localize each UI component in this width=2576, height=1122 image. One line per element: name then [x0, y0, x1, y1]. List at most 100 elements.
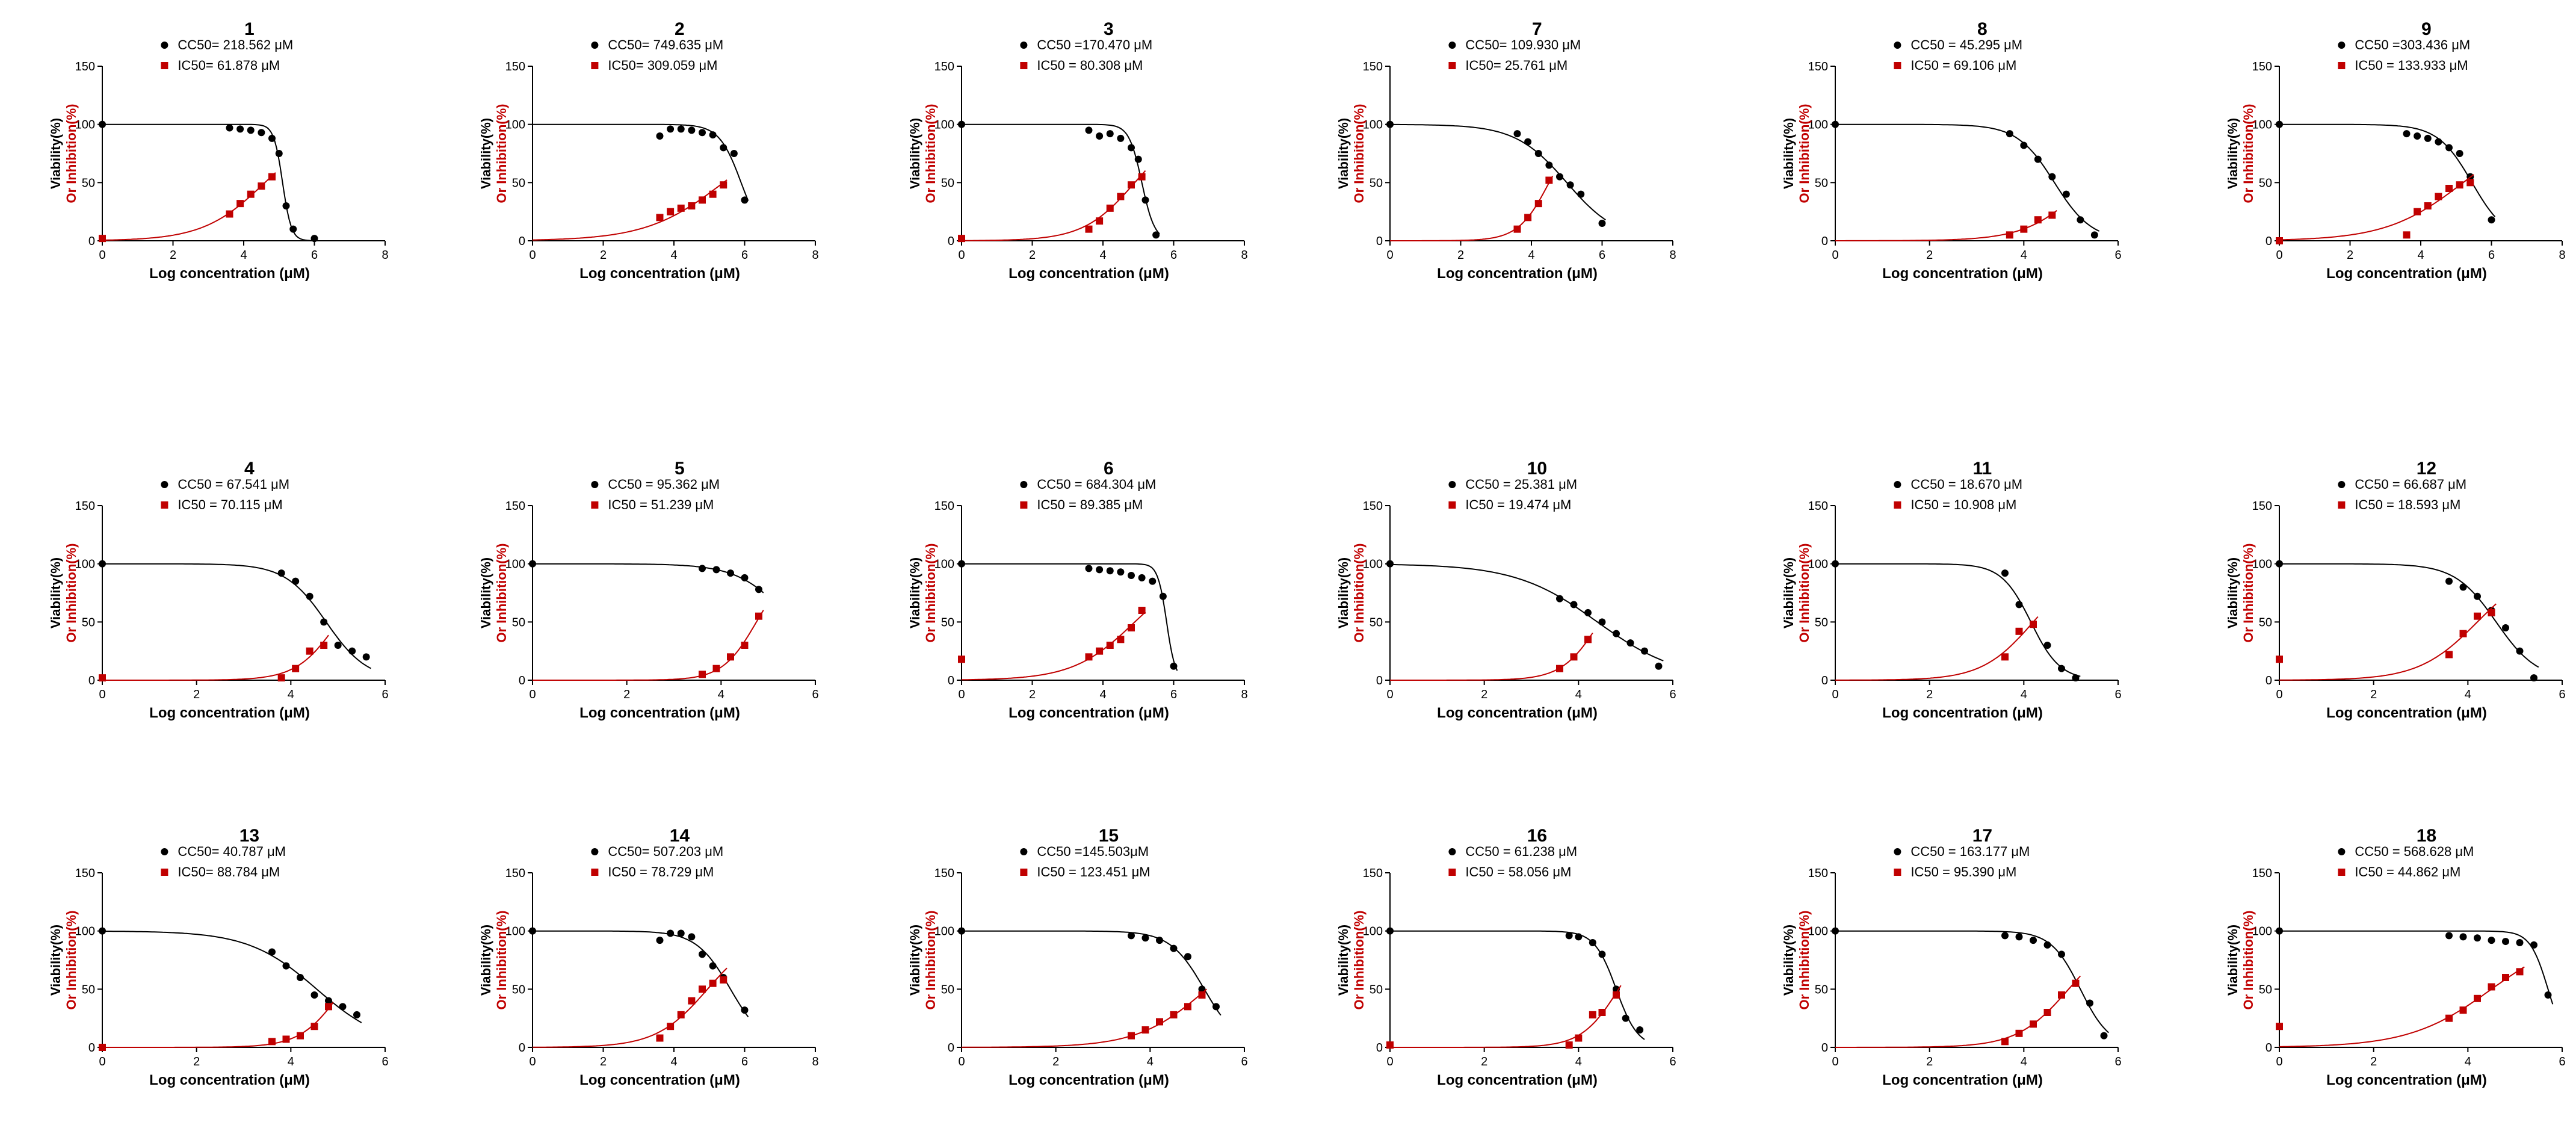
x-axis-label: Log concentration (μM)	[579, 1072, 740, 1088]
y-tick-label: 50	[1370, 983, 1383, 996]
legend-cc50-marker	[2338, 42, 2346, 49]
y-tick-label: 100	[934, 119, 954, 132]
y-tick-label: 100	[934, 925, 954, 938]
cc50-data-point	[2034, 155, 2042, 163]
cc50-data-point	[2048, 173, 2056, 181]
x-tick-label: 2	[2370, 1055, 2377, 1068]
ic50-data-point	[2445, 185, 2453, 192]
x-axis-label: Log concentration (μM)	[2326, 1072, 2487, 1088]
ic50-data-point	[2020, 225, 2028, 233]
ic50-data-point	[99, 235, 106, 243]
cc50-fit-curve	[1835, 930, 2109, 1034]
ic50-data-point	[1198, 991, 1206, 999]
legend-ic50-label: IC50= 25.761 μM	[1465, 58, 1568, 73]
ic50-data-point	[1156, 1018, 1163, 1026]
y-tick-label: 100	[505, 558, 525, 571]
legend-cc50-marker	[591, 42, 599, 49]
y-tick-label: 100	[934, 558, 954, 571]
cc50-data-point	[1138, 574, 1146, 581]
ic50-data-point	[2006, 231, 2013, 239]
x-tick-label: 4	[1575, 688, 1582, 701]
cc50-data-point	[275, 150, 283, 157]
chart-title: 6	[1104, 459, 1114, 479]
ic50-data-point	[1128, 1032, 1135, 1040]
ic50-data-point	[1575, 1034, 1583, 1042]
cc50-data-point	[1106, 567, 1114, 575]
cc50-data-point	[2062, 190, 2070, 198]
cc50-data-point	[310, 235, 318, 243]
ic50-data-point	[2276, 1023, 2283, 1031]
ic50-data-point	[1184, 1003, 1191, 1011]
ic50-data-point	[236, 200, 244, 208]
legend-cc50-label: CC50 = 25.381 μM	[1465, 477, 1577, 492]
y-axis-label-viability: Viability(%)	[2225, 118, 2240, 189]
y-tick-label: 50	[82, 983, 95, 996]
legend-ic50-marker	[591, 869, 599, 876]
cc50-fit-curve	[2279, 563, 2539, 668]
y-axis-label-inhibition: Or Inhibition(%)	[2241, 104, 2256, 203]
cc50-data-point	[720, 144, 727, 152]
cc50-data-point	[2058, 665, 2065, 672]
cc50-data-point	[2015, 601, 2023, 609]
cc50-fit-curve	[102, 563, 371, 669]
y-tick-label: 0	[948, 235, 954, 248]
ic50-data-point	[1117, 193, 1125, 200]
ic50-data-point	[2435, 193, 2442, 200]
y-tick-label: 150	[505, 867, 525, 880]
x-tick-label: 0	[1832, 249, 1838, 262]
x-tick-label: 6	[1170, 249, 1177, 262]
cc50-data-point	[2072, 674, 2080, 682]
ic50-data-point	[2488, 983, 2495, 991]
y-tick-label: 150	[934, 500, 954, 513]
legend-cc50-label: CC50 = 684.304 μM	[1037, 477, 1156, 492]
x-tick-label: 4	[670, 249, 677, 262]
ic50-data-point	[720, 181, 727, 189]
cc50-data-point	[1524, 138, 1532, 146]
y-tick-label: 0	[2266, 235, 2272, 248]
ic50-data-point	[1096, 217, 1104, 225]
chart-panel-5: 5 0 50 100 150 0 2 4 6 Log concentration (μM) Viab…	[436, 451, 821, 740]
x-tick-label: 0	[99, 688, 105, 701]
ic50-data-point	[2276, 656, 2283, 663]
ic50-data-point	[1589, 1011, 1596, 1018]
legend-cc50-marker	[1448, 848, 1456, 855]
y-axis-label-inhibition: Or Inhibition(%)	[494, 104, 509, 203]
y-axis-label-viability: Viability(%)	[907, 557, 922, 628]
cc50-data-point	[236, 125, 244, 133]
cc50-data-point	[1565, 932, 1573, 940]
y-tick-label: 0	[2266, 674, 2272, 687]
x-axis-label: Log concentration (μM)	[1437, 705, 1598, 721]
ic50-data-point	[2474, 612, 2481, 620]
cc50-data-point	[2530, 941, 2537, 949]
y-axis-label-viability: Viability(%)	[1781, 925, 1796, 996]
chart-panel-12: 12 0 50 100 150 0 2 4 6 Log concentration (μM) Via…	[2183, 451, 2568, 740]
ic50-fit-curve	[1835, 616, 2039, 681]
cc50-data-point	[1570, 601, 1578, 609]
ic50-fit-curve	[1390, 632, 1593, 681]
y-tick-label: 0	[519, 1041, 525, 1055]
x-tick-label: 4	[2465, 1055, 2471, 1068]
cc50-data-point	[1386, 120, 1394, 128]
cc50-data-point	[1545, 161, 1553, 169]
cc50-data-point	[1386, 560, 1394, 568]
x-axis-label: Log concentration (μM)	[1882, 705, 2043, 721]
ic50-data-point	[727, 653, 734, 661]
ic50-fit-curve	[532, 179, 727, 241]
legend-cc50-marker	[1020, 848, 1028, 855]
cc50-fit-curve	[962, 930, 1222, 1016]
y-axis-label-viability: Viability(%)	[478, 925, 493, 996]
y-tick-label: 150	[934, 867, 954, 880]
chart-title: 12	[2417, 459, 2436, 479]
cc50-data-point	[2516, 647, 2524, 655]
x-tick-label: 2	[1457, 249, 1464, 262]
legend-cc50-label: CC50 = 45.295 μM	[1910, 37, 2022, 52]
y-axis-label-inhibition: Or Inhibition(%)	[1797, 544, 1812, 643]
y-tick-label: 100	[75, 558, 95, 571]
x-tick-label: 2	[1481, 1055, 1487, 1068]
cc50-data-point	[1159, 592, 1167, 600]
chart-panel-11: 11 0 50 100 150 0 2 4 6 Log concentration (μM) Via…	[1739, 451, 2124, 740]
chart-svg: 16 0 50 100 150 0 2 4 6 Log concentration (μM) Via…	[1336, 826, 1676, 1088]
ic50-data-point	[2015, 1029, 2023, 1037]
ic50-data-point	[656, 1034, 664, 1042]
cc50-fit-curve	[102, 931, 362, 1023]
